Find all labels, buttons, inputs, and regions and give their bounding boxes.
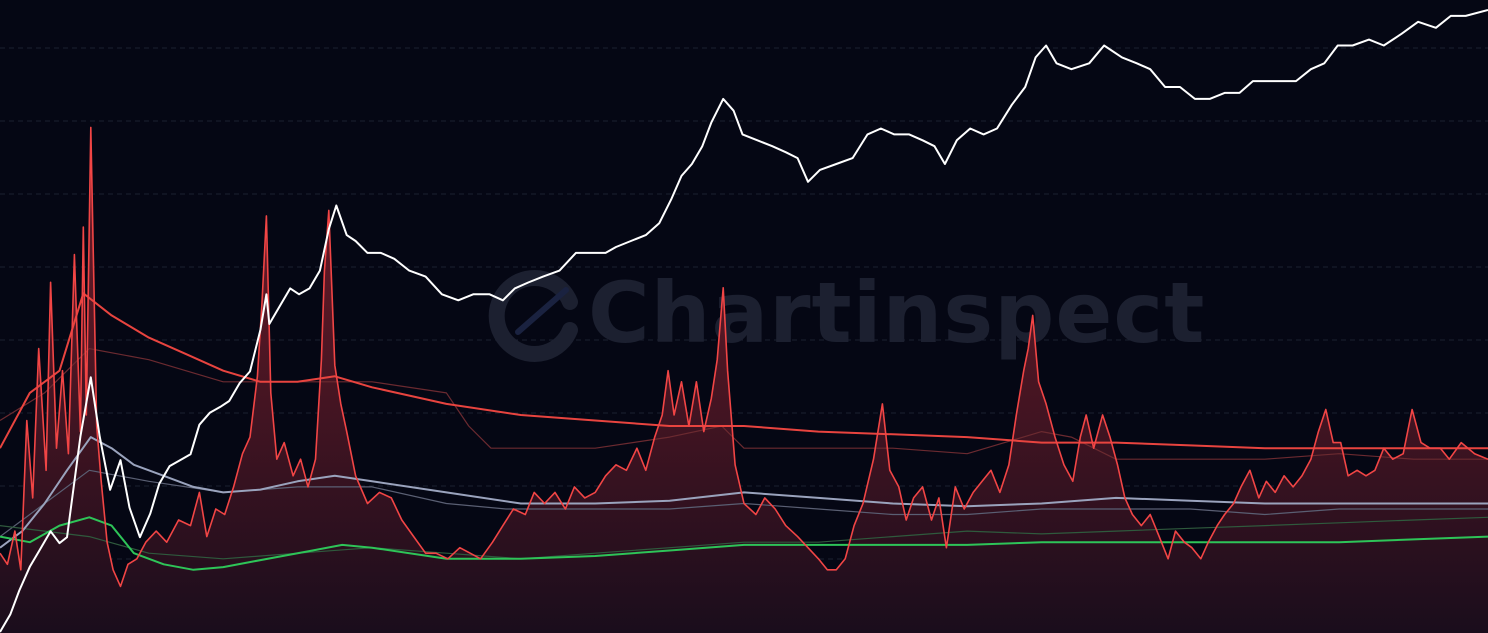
oscillator-area xyxy=(0,127,1488,633)
oscillator-line xyxy=(0,126,1488,588)
watermark: Chartinspect xyxy=(488,264,1205,362)
series-upper-band xyxy=(0,292,1488,450)
watermark-logo-icon xyxy=(488,270,578,362)
series-middle-band xyxy=(0,436,1488,549)
series-oscillator-area xyxy=(0,127,1488,633)
series-lower-band-faint xyxy=(0,516,1488,560)
series-price-line xyxy=(0,9,1488,633)
watermark-text: Chartinspect xyxy=(588,264,1205,362)
series-oscillator-line xyxy=(0,126,1488,588)
price-line xyxy=(0,9,1488,633)
